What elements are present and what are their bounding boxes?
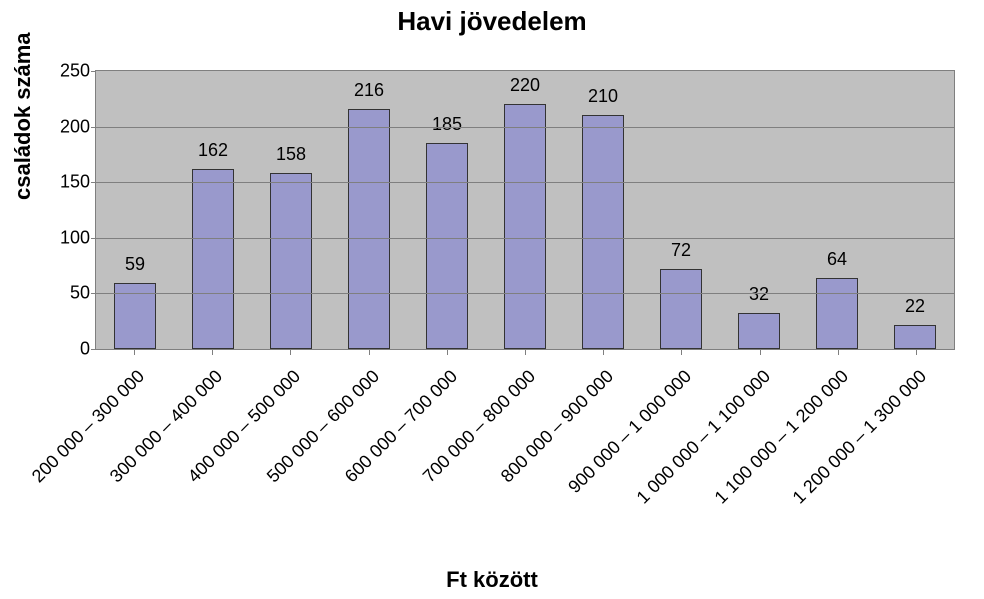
bar-value-label: 220 xyxy=(510,75,540,96)
gridline xyxy=(96,238,954,239)
bar-value-label: 32 xyxy=(749,284,769,305)
bar-value-label: 162 xyxy=(198,140,228,161)
ytick-label: 200 xyxy=(60,116,90,137)
ytick-mark xyxy=(91,71,96,72)
bar-slot: 22 xyxy=(876,71,954,349)
xtick-mark xyxy=(212,350,213,355)
bar-rect xyxy=(894,325,937,349)
bar-value-label: 158 xyxy=(276,144,306,165)
ytick-label: 50 xyxy=(70,283,90,304)
bar-slot: 162 xyxy=(174,71,252,349)
ytick-mark xyxy=(91,349,96,350)
gridline xyxy=(96,293,954,294)
bar-slot: 59 xyxy=(96,71,174,349)
bar-rect xyxy=(192,169,235,349)
xtick-mark xyxy=(134,350,135,355)
bar-rect xyxy=(660,269,703,349)
category-slot: 1 200 000 – 1 300 000 xyxy=(877,360,955,570)
income-bar-chart: Havi jövedelem családok száma 59 162 158 21… xyxy=(0,0,984,599)
xtick-mark xyxy=(447,350,448,355)
plot-area: 5916215821618522021072326422 05010015020… xyxy=(95,70,955,350)
bar-value-label: 72 xyxy=(671,240,691,261)
bar-rect xyxy=(816,278,859,349)
xtick-mark xyxy=(290,350,291,355)
ytick-mark xyxy=(91,182,96,183)
bar-slot: 220 xyxy=(486,71,564,349)
bar-value-label: 22 xyxy=(905,296,925,317)
ytick-label: 250 xyxy=(60,61,90,82)
x-axis-label: Ft között xyxy=(0,567,984,593)
xtick-mark xyxy=(525,350,526,355)
xtick-mark xyxy=(916,350,917,355)
xtick-mark xyxy=(603,350,604,355)
bar-slot: 185 xyxy=(408,71,486,349)
xtick-mark xyxy=(760,350,761,355)
ytick-mark xyxy=(91,293,96,294)
bars-container: 59 162 158 216 185 220 210 72 32 64 22 xyxy=(96,71,954,349)
bar-slot: 72 xyxy=(642,71,720,349)
bar-slot: 32 xyxy=(720,71,798,349)
xtick-mark xyxy=(369,350,370,355)
bar-slot: 64 xyxy=(798,71,876,349)
bar-value-label: 59 xyxy=(125,254,145,275)
bar-rect xyxy=(738,313,781,349)
chart-title: Havi jövedelem xyxy=(0,6,984,37)
x-category-labels: 200 000 – 300 000300 000 – 400 000400 00… xyxy=(95,360,955,570)
ytick-label: 150 xyxy=(60,172,90,193)
gridline xyxy=(96,127,954,128)
ytick-label: 100 xyxy=(60,227,90,248)
bar-rect xyxy=(582,115,625,349)
bar-value-label: 210 xyxy=(588,86,618,107)
bar-slot: 210 xyxy=(564,71,642,349)
bar-value-label: 216 xyxy=(354,80,384,101)
bar-rect xyxy=(426,143,469,349)
bar-rect xyxy=(348,109,391,349)
bar-slot: 216 xyxy=(330,71,408,349)
ytick-mark xyxy=(91,238,96,239)
bar-value-label: 185 xyxy=(432,114,462,135)
xtick-mark xyxy=(838,350,839,355)
bar-rect xyxy=(504,104,547,349)
ytick-label: 0 xyxy=(80,339,90,360)
xtick-mark xyxy=(681,350,682,355)
bar-slot: 158 xyxy=(252,71,330,349)
gridline xyxy=(96,182,954,183)
y-axis-label: családok száma xyxy=(10,32,36,200)
bar-rect xyxy=(270,173,313,349)
ytick-mark xyxy=(91,127,96,128)
bar-value-label: 64 xyxy=(827,249,847,270)
